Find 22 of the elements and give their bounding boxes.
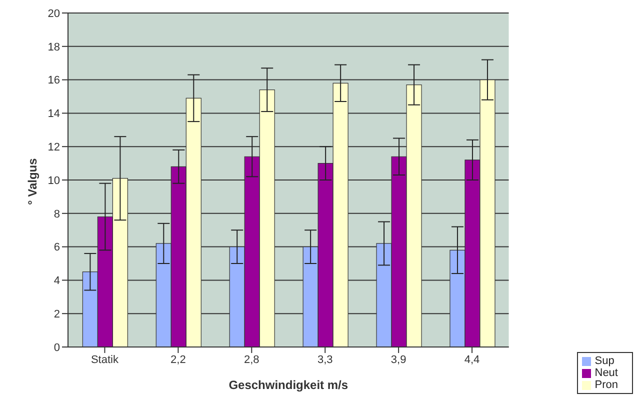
x-tick-label: 2,8 <box>244 354 260 366</box>
x-tick-label: 2,2 <box>170 354 186 366</box>
y-tick-label: 12 <box>48 142 60 154</box>
legend-label: Sup <box>594 355 614 367</box>
y-tick-label: 2 <box>54 308 60 321</box>
y-tick-label: 6 <box>54 242 60 254</box>
y-tick-label: 0 <box>54 342 60 354</box>
y-tick-label: 8 <box>54 208 60 220</box>
x-tick-label: Statik <box>90 354 119 366</box>
y-tick-label: 10 <box>48 174 60 187</box>
y-tick-label: 16 <box>48 74 60 87</box>
y-tick-label: 18 <box>48 41 60 54</box>
y-tick-label: 4 <box>54 275 60 288</box>
y-tick-label: 20 <box>48 8 60 20</box>
x-tick-label: 3,9 <box>390 354 406 366</box>
legend-label: Neut <box>594 367 618 379</box>
y-axis-title: ° Valgus <box>25 158 40 205</box>
y-tick-label: 14 <box>48 108 60 120</box>
x-tick-label: 4,4 <box>464 354 480 366</box>
legend-label: Pron <box>594 379 618 391</box>
x-tick-label: 3,3 <box>317 354 333 366</box>
x-axis-title: Geschwindigkeit m/s <box>228 378 348 392</box>
